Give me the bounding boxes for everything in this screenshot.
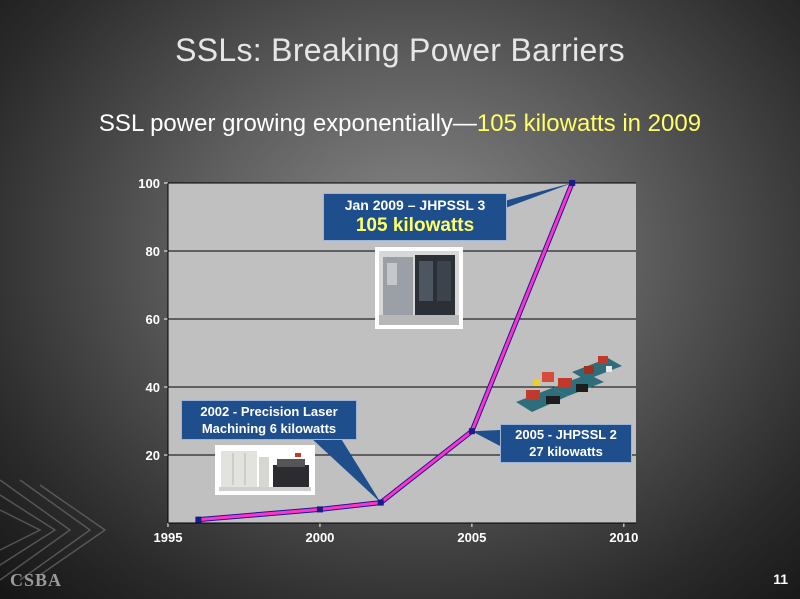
data-point <box>316 506 323 513</box>
slide-number: 11 <box>773 571 788 587</box>
slide-subtitle: SSL power growing exponentially—105 kilo… <box>0 110 800 138</box>
y-tick-label: 80 <box>146 244 160 259</box>
csba-logo: CSBA <box>10 570 63 590</box>
data-point <box>195 516 202 523</box>
callout-2005-leader <box>471 430 500 446</box>
y-tick-label: 40 <box>146 380 160 395</box>
x-tick-label: 2000 <box>305 530 334 545</box>
callout-2005: 2005 - JHPSSL 2 27 kilowatts <box>500 424 632 463</box>
subtitle-highlight: 105 kilowatts in 2009 <box>476 110 702 137</box>
logo-chevrons <box>0 479 107 581</box>
data-point <box>377 499 384 506</box>
jhpssl3-photo <box>375 247 463 329</box>
callout-2005-line1: 2005 - JHPSSL 2 <box>515 427 617 442</box>
power-series <box>195 180 576 523</box>
x-tick-label: 2010 <box>609 530 638 545</box>
data-point <box>468 428 475 435</box>
x-tick-label: 2005 <box>457 530 486 545</box>
x-tick-label: 1995 <box>154 530 183 545</box>
precision-laser-photo <box>215 445 315 495</box>
data-point <box>569 180 576 186</box>
jhpssl2-photo <box>516 356 622 412</box>
callout-2009: Jan 2009 – JHPSSL 3 105 kilowatts <box>323 193 507 241</box>
callout-2002-line2: Machining 6 kilowatts <box>201 421 337 436</box>
y-tick-label: 100 <box>138 176 160 191</box>
callout-2002-leader <box>310 437 381 503</box>
subtitle-main: SSL power growing exponentially— <box>98 110 477 137</box>
callout-2005-line2: 27 kilowatts <box>529 444 603 459</box>
callout-2002-line1: 2002 - Precision Laser <box>200 404 338 419</box>
y-tick-label: 60 <box>146 312 160 327</box>
y-tick-label: 20 <box>146 448 160 463</box>
callout-2002: 2002 - Precision Laser Machining 6 kilow… <box>181 400 357 440</box>
callout-2009-line2: 105 kilowatts <box>355 215 475 236</box>
slide-title: SSLs: Breaking Power Barriers <box>175 32 625 68</box>
axes: 20 40 60 80 100 1995 2000 2005 2010 <box>138 176 638 545</box>
callout-2009-line1: Jan 2009 – JHPSSL 3 <box>344 197 486 213</box>
